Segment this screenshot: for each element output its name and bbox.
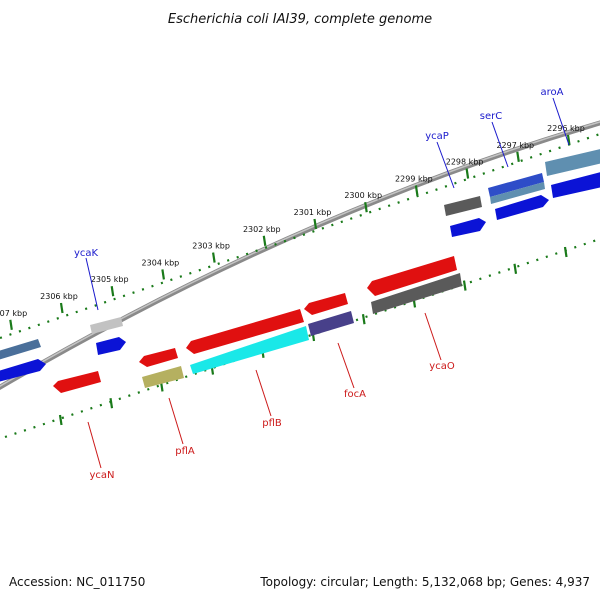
forward-features [0,149,600,382]
tick-label-2301: 2301 kbp [294,208,332,217]
tick-mark-2303 [212,252,216,263]
gene-feature-serC-top [488,173,544,197]
reverse-tick-mark [513,263,518,274]
gene-label-aroA[interactable]: aroA [541,87,564,98]
gene-label-ycaN[interactable]: ycaN [89,470,114,481]
tick-mark-2296 [566,134,571,146]
tick-label-2304: 2304 kbp [142,258,180,267]
gene-label-focA[interactable]: focA [344,389,366,400]
genome-backbone [0,120,600,391]
reverse-tick-mark [109,398,114,409]
tick-label-2302: 2302 kbp [243,225,281,234]
gene-label-ycaO[interactable]: ycaO [429,361,455,372]
gene-feature-ycaP [450,218,486,237]
gene-label-pflB[interactable]: pflB [262,418,282,429]
gene-feature-serC [495,195,549,220]
tick-mark-2297 [516,151,520,162]
gene-feature-focA-red [304,293,348,315]
tick-mark-2302 [262,235,267,246]
tick-mark-2304 [161,269,165,280]
gene-label-serC[interactable]: serC [480,111,502,122]
accession-text: Accession: NC_011750 [9,575,145,589]
gene-feature-ycaO-red [367,256,457,296]
gene-feature-left-edge-2 [0,359,46,382]
topology-summary: Topology: circular; Length: 5,132,068 bp… [259,575,590,589]
gene-feature-ycaN [53,371,101,393]
reverse-tick-mark [563,246,568,258]
gene-label-ycaP[interactable]: ycaP [425,131,449,142]
gene-feature-pflA-red [139,348,178,367]
reverse-features [53,256,462,393]
gene-feature-aroA-band [545,149,600,176]
tick-mark-2298 [465,168,470,179]
tick-label-2307: 2307 kbp [0,309,27,318]
tick-mark-2307 [9,319,13,330]
tick-mark-2306 [59,302,64,314]
gene-feature-focA [308,311,354,336]
gene-label-ycaK[interactable]: ycaK [74,248,99,259]
gene-labels: aroA serC ycaP ycaK ycaO focA pflB pflA … [74,87,564,481]
gene-feature-ycaP-grey [444,196,482,216]
tick-label-2298: 2298 kbp [446,158,484,167]
tick-mark-2300 [364,202,368,213]
gene-feature-aroA [551,172,600,198]
gene-feature-pflA [142,366,184,388]
forward-scale-dots [0,132,600,340]
tick-label-2305: 2305 kbp [91,275,129,284]
gene-feature-pflB-red [186,309,304,354]
tick-label-2299: 2299 kbp [395,174,433,183]
gene-feature-serC-band [490,182,545,204]
tick-label-2303: 2303 kbp [192,242,230,251]
gene-feature-ycaO [371,273,462,314]
gene-feature-left-edge-1 [0,339,41,360]
tick-mark-2305 [110,286,115,297]
reverse-tick-mark [462,280,467,291]
gene-feature-ycaK [96,337,126,355]
reverse-tick-mark [361,314,366,325]
label-leaders [85,97,570,469]
tick-label-2296: 2296 kbp [547,124,585,133]
tick-mark-2301 [313,218,318,230]
genome-backbone-highlight [0,121,600,388]
tick-label-2297: 2297 kbp [496,141,534,150]
gene-label-pflA[interactable]: pflA [175,446,195,457]
reverse-tick-mark [58,414,63,426]
tick-label-2300: 2300 kbp [344,191,382,200]
tick-mark-2299 [414,185,419,196]
tick-label-2306: 2306 kbp [40,292,78,301]
tick-marks: 2296 kbp 2297 kbp 2298 kbp 2299 kbp 2300 kbp… [0,124,585,426]
gene-feature-pflB [190,326,309,374]
map-title: Escherichia coli IAI39, complete genome [168,12,432,27]
gene-feature-ycaK-grey [90,317,123,334]
